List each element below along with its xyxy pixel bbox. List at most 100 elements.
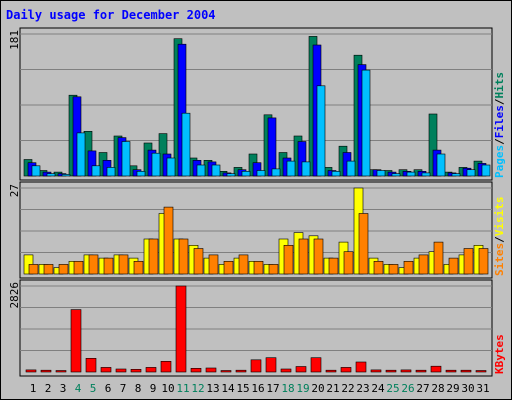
kbytes-bar bbox=[370, 369, 382, 373]
sites-bar bbox=[253, 260, 264, 275]
chart-title: Daily usage for December 2004 bbox=[6, 8, 216, 22]
day-axis-labels: 1 2 3 4 5 6 7 8 9 10 11 12 13 14 15 16 17 18 19 20 21 22 23 24 2… bbox=[30, 382, 490, 395]
sites-bar bbox=[73, 260, 84, 275]
day-label: 28 bbox=[431, 382, 444, 395]
kbytes-bar bbox=[25, 369, 37, 373]
pages-bar bbox=[196, 164, 206, 177]
kbytes-bar bbox=[55, 370, 67, 373]
kbytes-bar bbox=[385, 369, 397, 373]
day-label: 9 bbox=[150, 382, 157, 395]
sites-bar bbox=[133, 260, 144, 275]
day-label: 25 bbox=[386, 382, 399, 395]
sites-bar bbox=[268, 264, 279, 275]
sites-bar bbox=[283, 245, 294, 275]
pages-bar bbox=[466, 169, 476, 177]
sites-bar bbox=[373, 260, 384, 275]
legend-entry: KBytes bbox=[493, 334, 506, 374]
day-label: 12 bbox=[191, 382, 204, 395]
day-label: 19 bbox=[296, 382, 309, 395]
sites-bar bbox=[388, 264, 399, 275]
sites-bar bbox=[238, 254, 249, 275]
hits-files-pages-panel: 181 Pages/Files/Hits bbox=[8, 27, 506, 181]
pages-bar bbox=[226, 173, 236, 177]
day-label: 17 bbox=[266, 382, 279, 395]
kbytes-bar bbox=[355, 361, 367, 373]
sites-bar bbox=[223, 260, 234, 275]
kbytes-bar bbox=[100, 367, 112, 373]
kbytes-bar bbox=[430, 365, 442, 373]
pages-bar bbox=[481, 164, 491, 177]
kbytes-bar bbox=[220, 370, 232, 373]
day-label: 8 bbox=[135, 382, 142, 395]
pages-bar bbox=[181, 112, 191, 177]
kbytes-bar bbox=[115, 368, 127, 373]
sites-bar bbox=[463, 248, 474, 275]
pages-bar bbox=[136, 171, 146, 177]
sites-bar bbox=[58, 264, 69, 275]
sites-bar bbox=[163, 206, 174, 275]
kbytes-max-label: 2826 bbox=[8, 282, 21, 309]
legend-entry: Visits bbox=[493, 197, 506, 237]
day-label: 1 bbox=[30, 382, 37, 395]
sites-bar bbox=[148, 238, 159, 275]
sites-bar bbox=[208, 254, 219, 275]
day-label: 5 bbox=[90, 382, 97, 395]
day-label: 18 bbox=[281, 382, 294, 395]
day-label: 31 bbox=[476, 382, 489, 395]
sites-bar bbox=[28, 264, 39, 275]
hits-max-label: 181 bbox=[8, 30, 21, 50]
pages-bar bbox=[436, 153, 446, 177]
legend-entry: / bbox=[493, 236, 506, 243]
kbytes-bar bbox=[295, 366, 307, 373]
kbytes-bar bbox=[280, 368, 292, 373]
day-label: 27 bbox=[416, 382, 429, 395]
day-label: 23 bbox=[356, 382, 369, 395]
day-label: 13 bbox=[206, 382, 219, 395]
day-label: 21 bbox=[326, 382, 339, 395]
kbytes-bar bbox=[175, 285, 187, 373]
pages-bar bbox=[406, 171, 416, 177]
pages-bar bbox=[46, 173, 56, 177]
sites-bar bbox=[418, 254, 429, 275]
day-label: 26 bbox=[401, 382, 414, 395]
kbytes-bar bbox=[265, 357, 277, 373]
files-bar bbox=[267, 117, 277, 177]
kbytes-bar bbox=[250, 359, 262, 373]
kbytes-bar bbox=[235, 369, 247, 373]
kbytes-bar bbox=[445, 369, 457, 373]
pages-bar bbox=[256, 170, 266, 177]
pages-bar bbox=[346, 160, 356, 177]
day-label: 20 bbox=[311, 382, 324, 395]
sites-bar bbox=[448, 257, 459, 275]
kbytes-bar bbox=[415, 369, 427, 373]
sites-bar bbox=[313, 238, 324, 275]
pages-bar bbox=[241, 171, 251, 177]
kbytes-bar bbox=[205, 367, 217, 373]
pages-bar bbox=[376, 170, 386, 177]
legend-entry: Sites bbox=[493, 243, 506, 276]
pages-bar bbox=[61, 174, 71, 177]
pages-bar bbox=[331, 171, 341, 177]
pages-bar bbox=[211, 164, 221, 177]
kbytes-bar bbox=[310, 357, 322, 373]
day-label: 4 bbox=[75, 382, 82, 395]
pages-bar bbox=[121, 141, 131, 177]
kbytes-bar bbox=[460, 369, 472, 373]
kbytes-bar bbox=[70, 309, 82, 373]
legend-entry: Files bbox=[493, 105, 506, 138]
sites-bar bbox=[88, 254, 99, 275]
kbytes-bar bbox=[190, 367, 202, 373]
day-label: 22 bbox=[341, 382, 354, 395]
legend-1: Sites/Visits bbox=[493, 197, 506, 277]
visits-max-label: 27 bbox=[8, 184, 21, 197]
sites-bar bbox=[298, 238, 309, 275]
day-label: 14 bbox=[221, 382, 235, 395]
legend-0: Pages/Files/Hits bbox=[493, 72, 506, 178]
day-label: 2 bbox=[45, 382, 52, 395]
pages-bar bbox=[91, 165, 101, 177]
sites-bar bbox=[103, 257, 114, 275]
pages-bar bbox=[451, 173, 461, 177]
pages-bar bbox=[76, 132, 86, 177]
kbytes-bar bbox=[160, 360, 172, 373]
sites-bar bbox=[328, 257, 339, 275]
